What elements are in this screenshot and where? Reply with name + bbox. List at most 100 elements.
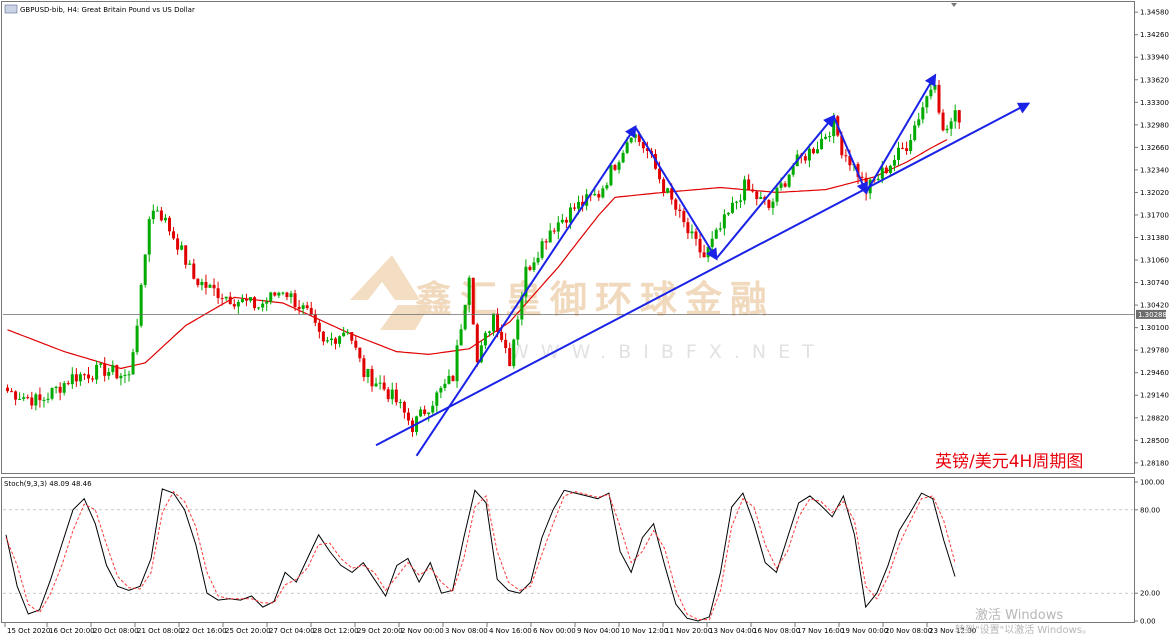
time-tick-label: 21 Oct 08:00: [137, 627, 183, 635]
candle-body: [609, 165, 613, 186]
candle-body: [953, 110, 957, 122]
price-tick-label: 1.32660: [1140, 144, 1169, 152]
time-tick-label: 3 Nov 08:00: [445, 627, 488, 635]
time-tick-label: 16 Oct 20:00: [49, 627, 95, 635]
candle-body: [492, 313, 495, 332]
price-tick-label: 1.31380: [1140, 234, 1169, 242]
candle-body: [820, 138, 824, 150]
candle-body: [232, 304, 236, 307]
candle-body: [398, 401, 402, 403]
candle-body: [747, 179, 751, 190]
candle-body: [613, 165, 617, 170]
candle-body: [702, 252, 706, 258]
candle-body: [257, 307, 261, 309]
candle-body: [791, 166, 795, 175]
candle-body: [281, 292, 285, 294]
stochastic-oscillator: 100.00 80.00 20.00 0.00: [3, 479, 1165, 626]
candle-body: [945, 128, 949, 131]
time-tick-label: 16 Nov 08:00: [753, 627, 800, 635]
candle-body: [455, 345, 459, 382]
candle-body: [99, 363, 103, 365]
candle-body: [528, 266, 532, 270]
candle-body: [670, 188, 674, 200]
candle-body: [236, 302, 240, 307]
candle-body: [811, 148, 815, 154]
shift-marker-icon[interactable]: [951, 3, 957, 7]
price-tick-label: 1.28500: [1140, 437, 1169, 445]
time-tick-label: 27 Oct 04:00: [269, 627, 315, 635]
candle-body: [188, 263, 192, 265]
candle-body: [30, 397, 34, 406]
candle-body: [200, 282, 204, 286]
candle-body: [856, 164, 860, 177]
candle-body: [937, 84, 941, 113]
candle-body: [244, 299, 248, 301]
candle-body: [884, 167, 888, 174]
candles: [6, 78, 961, 437]
price-tick-label: 1.28180: [1140, 459, 1169, 467]
candle-body: [366, 368, 370, 378]
stoch-tick-label: 100.00: [1140, 479, 1165, 487]
candle-body: [261, 303, 265, 308]
chart-caption: 英镑/美元4H周期图: [935, 452, 1083, 472]
candle-body: [605, 185, 609, 189]
candle-body: [508, 348, 512, 367]
stoch-tick-label: 0.00: [1140, 618, 1156, 626]
candle-body: [431, 405, 435, 413]
candle-body: [224, 296, 228, 299]
candle-body: [273, 292, 277, 296]
candle-body: [289, 293, 293, 298]
candle-body: [479, 345, 483, 363]
stoch-panel-frame: [1, 477, 1135, 623]
candle-body: [435, 392, 439, 406]
symbol-icon: [4, 4, 18, 14]
candle-body: [816, 149, 819, 154]
candle-body: [147, 219, 151, 255]
candle-body: [253, 297, 257, 309]
candle-body: [176, 238, 180, 250]
candle-body: [783, 183, 787, 187]
trend-arrow: [865, 73, 937, 193]
candle-body: [301, 305, 305, 309]
candle-body: [14, 391, 18, 400]
candle-body: [504, 339, 508, 349]
candle-body: [532, 262, 536, 270]
candle-body: [123, 374, 127, 376]
candle-body: [520, 296, 524, 320]
candle-body: [471, 277, 475, 325]
price-tick-label: 1.32340: [1140, 166, 1169, 174]
candle-body: [577, 201, 581, 209]
candle-body: [42, 399, 46, 401]
candle-body: [463, 304, 467, 330]
candle-body: [82, 374, 86, 376]
candle-body: [718, 228, 722, 230]
candle-body: [633, 134, 637, 138]
candle-body: [901, 147, 905, 149]
candle-body: [601, 188, 605, 198]
candle-body: [46, 398, 50, 400]
candle-body: [305, 305, 309, 309]
time-tick-label: 20 Nov 08:00: [885, 627, 932, 635]
candle-body: [196, 278, 200, 286]
candle-body: [544, 241, 548, 243]
candle-body: [66, 383, 70, 385]
candle-body: [382, 382, 386, 390]
candle-body: [374, 383, 378, 387]
candle-body: [552, 230, 556, 232]
candle-body: [163, 217, 167, 221]
candle-body: [394, 389, 398, 403]
candle-body: [342, 332, 346, 337]
candle-body: [358, 347, 362, 359]
trend-arrow: [832, 115, 868, 195]
candle-body: [386, 389, 390, 400]
candle-body: [897, 147, 900, 160]
candle-body: [629, 137, 633, 143]
candle-body: [330, 338, 333, 341]
candle-body: [321, 331, 325, 342]
candle-body: [581, 201, 585, 206]
candle-body: [475, 324, 479, 363]
candle-body: [451, 375, 455, 382]
candle-body: [929, 89, 933, 97]
time-tick-label: 15 Oct 2020: [7, 627, 50, 635]
